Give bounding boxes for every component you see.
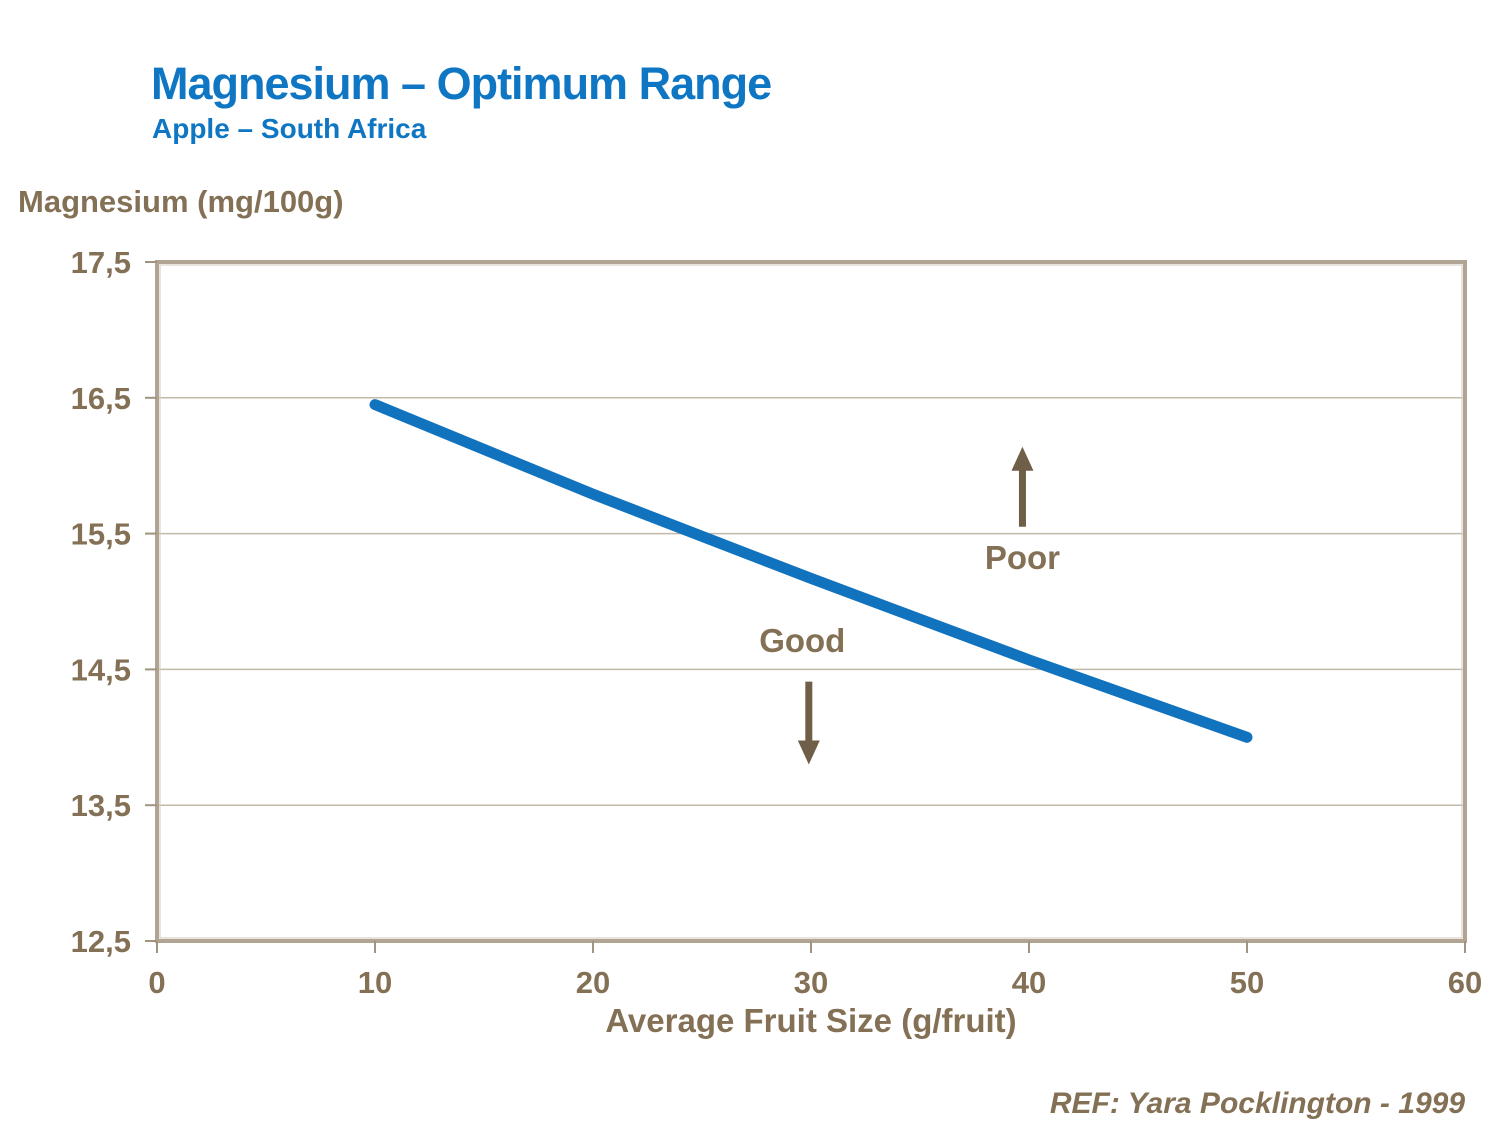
data-line-optimum-range-line xyxy=(369,399,1253,743)
annotation-arrow-head-up-icon xyxy=(1011,446,1034,471)
page-subtitle: Apple – South Africa xyxy=(152,113,427,144)
y-tick-label: 13,5 xyxy=(71,788,131,823)
x-axis-title: Average Fruit Size (g/fruit) xyxy=(605,1002,1017,1039)
x-tick-label: 60 xyxy=(1448,965,1482,995)
x-tick-label: 20 xyxy=(576,965,610,995)
x-tick-label: 30 xyxy=(794,965,828,995)
annotation-label-good: Good xyxy=(759,622,845,659)
y-tick-label: 14,5 xyxy=(71,652,131,687)
plot-border xyxy=(155,260,1467,943)
y-axis-title: Magnesium (mg/100g) xyxy=(18,184,344,219)
plot-border-highlight xyxy=(159,264,1463,939)
y-tick-label: 12,5 xyxy=(71,924,131,959)
annotation-label-poor: Poor xyxy=(985,539,1060,576)
x-tick-label: 0 xyxy=(148,965,165,995)
page-title: Magnesium – Optimum Range xyxy=(151,58,772,109)
y-tick-label: 17,5 xyxy=(71,250,131,280)
x-tick-label: 10 xyxy=(358,965,392,995)
annotation-arrow-head-down-icon xyxy=(797,740,820,765)
reference-text: REF: Yara Pocklington - 1999 xyxy=(1049,1087,1465,1120)
x-tick-label: 40 xyxy=(1012,965,1046,995)
y-tick-label: 15,5 xyxy=(71,517,131,552)
chart-canvas: 17,5 16,5 15,5 14,5 13,5 12,5 0 10 20 30 40 50 60 Poo… xyxy=(71,250,1483,995)
x-tick-label: 50 xyxy=(1230,965,1264,995)
y-tick-label: 16,5 xyxy=(71,381,131,416)
